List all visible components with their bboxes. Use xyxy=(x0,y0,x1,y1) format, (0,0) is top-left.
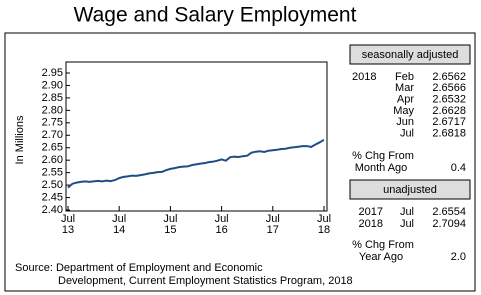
x-tick-label: Jul 14 xyxy=(112,213,127,236)
y-tick-label: 2.50 xyxy=(42,179,63,191)
x-tick-label: Jul 17 xyxy=(265,213,280,236)
y-tick-label: 2.85 xyxy=(42,92,63,104)
chg-value: 0.4 xyxy=(451,162,466,174)
x-tick-label: Jul 18 xyxy=(316,213,332,236)
month: Jul xyxy=(400,127,414,139)
year: 2018 xyxy=(352,71,376,83)
source: Development, Current Employment Statisti… xyxy=(58,275,353,287)
series-line xyxy=(67,138,325,189)
value: 2.6717 xyxy=(432,116,466,128)
x-tick-label: Jul 15 xyxy=(163,213,178,236)
panel-header-box xyxy=(349,179,471,200)
month: May xyxy=(393,105,414,117)
month: Jul xyxy=(400,218,414,230)
y-tick-label: 2.80 xyxy=(42,104,63,116)
y-tick-label: 2.90 xyxy=(42,79,63,91)
frame xyxy=(4,32,476,292)
value: 2.6628 xyxy=(432,105,466,117)
x-tick-label: Jul 13 xyxy=(60,213,76,236)
month: Jun xyxy=(396,116,414,128)
y-tick-label: 2.55 xyxy=(42,167,63,179)
chg-label: Year Ago xyxy=(359,251,403,263)
month: Feb xyxy=(395,71,414,83)
y-axis-label: In Millions xyxy=(14,115,26,164)
chg-label: Month Ago xyxy=(355,162,408,174)
plot-area xyxy=(65,61,328,212)
year: 2017 xyxy=(359,206,383,218)
month: Mar xyxy=(395,82,414,94)
chg-value: 2.0 xyxy=(451,251,466,263)
x-tick-label: Jul 16 xyxy=(214,213,229,236)
value: 2.6532 xyxy=(432,94,466,106)
chart-title: Wage and Salary Employment xyxy=(74,4,357,27)
y-tick-label: 2.45 xyxy=(42,191,63,203)
chg-label: % Chg From xyxy=(352,150,414,162)
chg-label: % Chg From xyxy=(352,239,414,251)
panel-header: seasonally adjusted xyxy=(362,49,459,61)
panel-header-box xyxy=(349,44,471,65)
y-tick-label: 2.75 xyxy=(42,117,63,129)
value: 2.6554 xyxy=(432,206,466,218)
year: 2018 xyxy=(359,218,383,230)
panel-header: unadjusted xyxy=(383,184,437,196)
source: Source: Department of Employment and Eco… xyxy=(15,262,263,274)
value: 2.6818 xyxy=(432,127,466,139)
y-tick-label: 2.70 xyxy=(42,129,63,141)
value: 2.7094 xyxy=(432,218,466,230)
value: 2.6562 xyxy=(432,71,466,83)
y-tick-label: 2.40 xyxy=(42,204,63,216)
value: 2.6566 xyxy=(432,82,466,94)
y-tick-label: 2.95 xyxy=(42,67,63,79)
y-tick-label: 2.60 xyxy=(42,154,63,166)
month: Jul xyxy=(400,206,414,218)
month: Apr xyxy=(397,94,414,106)
y-tick-label: 2.65 xyxy=(42,142,63,154)
